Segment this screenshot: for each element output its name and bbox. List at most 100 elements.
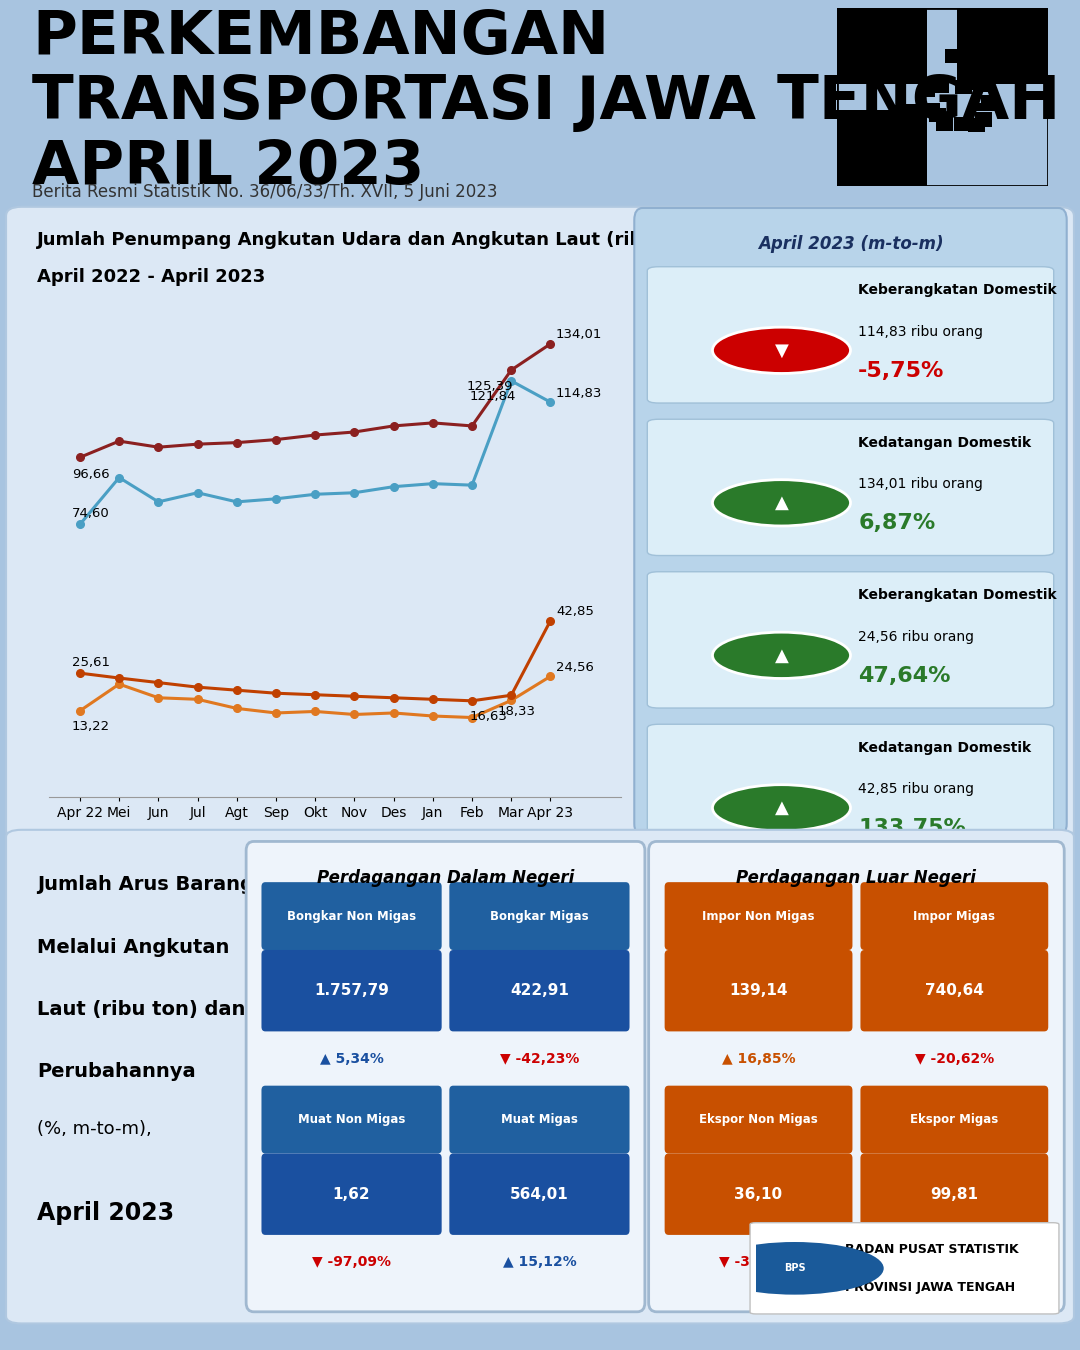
Text: 13,22: 13,22: [71, 721, 110, 733]
FancyBboxPatch shape: [664, 950, 852, 1031]
Bar: [935, 116, 953, 131]
Text: (%, m-to-m),: (%, m-to-m),: [37, 1119, 152, 1138]
FancyBboxPatch shape: [449, 1153, 630, 1235]
FancyBboxPatch shape: [261, 950, 442, 1031]
Text: ▲ 15,12%: ▲ 15,12%: [502, 1256, 577, 1269]
Circle shape: [713, 632, 851, 679]
Bar: [969, 117, 985, 132]
FancyBboxPatch shape: [861, 882, 1049, 950]
Text: Muat Non Migas: Muat Non Migas: [298, 1114, 405, 1126]
Text: Keberangkatan Domestik: Keberangkatan Domestik: [859, 284, 1057, 297]
Text: Impor Migas: Impor Migas: [914, 910, 996, 922]
Bar: [867, 59, 897, 85]
Text: Melalui Angkutan: Melalui Angkutan: [37, 938, 230, 957]
Text: BPS: BPS: [784, 1264, 806, 1273]
Text: Berita Resmi Statistik No. 36/06/33/Th. XVII, 5 Juni 2023: Berita Resmi Statistik No. 36/06/33/Th. …: [32, 182, 498, 201]
Bar: [987, 34, 1017, 59]
Text: Perubahannya: Perubahannya: [37, 1062, 195, 1081]
Bar: [837, 161, 867, 186]
Text: 740,64: 740,64: [924, 983, 984, 998]
Text: 139,14: 139,14: [729, 983, 787, 998]
Bar: [867, 135, 897, 161]
Bar: [867, 161, 897, 186]
FancyBboxPatch shape: [664, 882, 852, 950]
Bar: [981, 95, 998, 109]
Bar: [867, 109, 897, 135]
Bar: [897, 135, 928, 161]
Bar: [897, 161, 928, 186]
Text: April 2022 - April 2023: April 2022 - April 2023: [37, 269, 266, 286]
Bar: [837, 135, 867, 161]
Text: Jumlah Penumpang Angkutan Udara dan Angkutan Laut (ribu orang),: Jumlah Penumpang Angkutan Udara dan Angk…: [37, 231, 737, 250]
Text: Kedatangan Domestik: Kedatangan Domestik: [859, 741, 1031, 755]
Bar: [975, 112, 993, 127]
Bar: [968, 66, 985, 81]
Bar: [919, 77, 935, 90]
Bar: [955, 80, 972, 94]
Circle shape: [713, 784, 851, 832]
Text: 134,01: 134,01: [556, 328, 603, 342]
Bar: [929, 108, 946, 122]
Bar: [987, 8, 1017, 34]
Text: Kedatangan Domestik: Kedatangan Domestik: [859, 436, 1031, 450]
Text: 134,01 ribu orang: 134,01 ribu orang: [859, 477, 983, 491]
Text: APRIL 2023: APRIL 2023: [32, 138, 424, 197]
Text: 1.757,79: 1.757,79: [314, 983, 389, 998]
Bar: [867, 8, 897, 34]
Circle shape: [705, 1242, 883, 1295]
FancyBboxPatch shape: [449, 950, 630, 1031]
FancyBboxPatch shape: [634, 208, 1067, 836]
Text: Perdagangan Dalam Negeri: Perdagangan Dalam Negeri: [316, 868, 575, 887]
Text: Laut (ribu ton) dan: Laut (ribu ton) dan: [37, 1000, 245, 1019]
Bar: [897, 8, 928, 34]
Text: Muat Migas: Muat Migas: [501, 1114, 578, 1126]
Bar: [957, 8, 987, 34]
Text: Jumlah Arus Barang: Jumlah Arus Barang: [37, 875, 254, 894]
FancyBboxPatch shape: [261, 1153, 442, 1235]
Bar: [1017, 59, 1048, 85]
Text: 564,01: 564,01: [510, 1187, 569, 1202]
FancyBboxPatch shape: [861, 1085, 1049, 1153]
FancyBboxPatch shape: [261, 1085, 442, 1153]
Text: 16,63: 16,63: [470, 710, 508, 722]
FancyBboxPatch shape: [449, 882, 630, 950]
Bar: [923, 103, 941, 117]
Text: 47,64%: 47,64%: [859, 666, 950, 686]
Circle shape: [713, 479, 851, 526]
Text: 99,81: 99,81: [930, 1187, 978, 1202]
FancyBboxPatch shape: [246, 841, 645, 1312]
Bar: [970, 74, 987, 89]
Text: TRANSPORTASI JAWA TENGAH: TRANSPORTASI JAWA TENGAH: [32, 73, 1061, 132]
Text: ▼ -20,62%: ▼ -20,62%: [915, 1052, 994, 1065]
Bar: [957, 59, 987, 85]
Text: 422,91: 422,91: [510, 983, 569, 998]
Text: 25,61: 25,61: [71, 656, 110, 670]
Text: Keberangkatan Domestik: Keberangkatan Domestik: [859, 589, 1057, 602]
Text: April 2023: April 2023: [37, 1202, 174, 1226]
FancyBboxPatch shape: [647, 724, 1054, 860]
Text: 1,62: 1,62: [333, 1187, 370, 1202]
Bar: [954, 117, 971, 131]
Bar: [837, 8, 867, 34]
Text: ▲: ▲: [774, 494, 788, 512]
FancyBboxPatch shape: [750, 1223, 1058, 1314]
Text: 24,56 ribu orang: 24,56 ribu orang: [859, 629, 974, 644]
Text: ▲: ▲: [774, 647, 788, 664]
Text: 114,83 ribu orang: 114,83 ribu orang: [859, 324, 983, 339]
FancyBboxPatch shape: [6, 207, 1074, 840]
Text: Ekspor Non Migas: Ekspor Non Migas: [699, 1114, 818, 1126]
Text: 96,66: 96,66: [71, 468, 109, 481]
FancyBboxPatch shape: [664, 1153, 852, 1235]
Text: 18,33: 18,33: [497, 705, 536, 718]
Bar: [968, 69, 985, 84]
Bar: [1017, 34, 1048, 59]
Bar: [962, 70, 980, 85]
Text: BADAN PUSAT STATISTIK: BADAN PUSAT STATISTIK: [846, 1242, 1018, 1256]
Text: 121,84: 121,84: [470, 390, 516, 404]
Text: ▼ -97,09%: ▼ -97,09%: [312, 1256, 391, 1269]
Bar: [897, 59, 928, 85]
Text: ▲ 5,34%: ▲ 5,34%: [320, 1052, 383, 1065]
Circle shape: [713, 327, 851, 374]
Text: Ekspor Migas: Ekspor Migas: [910, 1114, 999, 1126]
Bar: [987, 59, 1017, 85]
